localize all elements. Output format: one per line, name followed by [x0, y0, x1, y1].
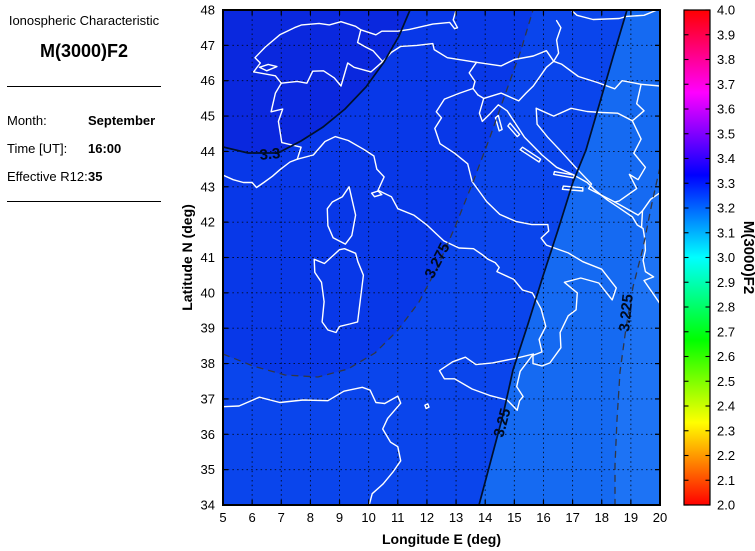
y-tick-labels: 34 35 36 37 38 39 40 41 42 43 44 45 46 47 48 — [201, 3, 215, 513]
zone-3.225-3.25 — [479, 10, 660, 505]
svg-text:14: 14 — [478, 510, 492, 525]
svg-text:17: 17 — [565, 510, 579, 525]
colorbar-ticks — [684, 9, 710, 506]
field-r12-value: 35 — [88, 169, 103, 184]
contour-label-3.3: 3.3 — [259, 145, 281, 164]
svg-text:18: 18 — [594, 510, 608, 525]
svg-text:3.2: 3.2 — [717, 201, 735, 216]
svg-text:3.7: 3.7 — [717, 77, 735, 92]
svg-text:2.7: 2.7 — [717, 324, 735, 339]
axis-ticks — [222, 9, 661, 506]
field-month: Month: September — [7, 113, 161, 128]
svg-text:4.0: 4.0 — [717, 3, 735, 18]
svg-text:16: 16 — [536, 510, 550, 525]
contour-line-3.25 — [478, 10, 628, 505]
svg-text:3.9: 3.9 — [717, 27, 735, 42]
svg-text:2.5: 2.5 — [717, 374, 735, 389]
svg-text:39: 39 — [201, 321, 215, 336]
x-tick-labels: 5 6 7 8 9 10 11 12 13 14 15 16 17 18 19 20 — [219, 510, 667, 525]
svg-text:34: 34 — [201, 498, 215, 513]
colorbar-title: M(3000)F2 — [740, 221, 755, 294]
field-r12: Effective R12:35 — [7, 169, 161, 184]
svg-text:37: 37 — [201, 391, 215, 406]
field-time-value: 16:00 — [88, 141, 122, 156]
svg-text:11: 11 — [391, 510, 405, 525]
svg-text:3.6: 3.6 — [717, 102, 735, 117]
svg-text:2.0: 2.0 — [717, 498, 735, 513]
svg-text:2.2: 2.2 — [717, 448, 735, 463]
info-panel: Ionospheric Characteristic M(3000)F2 Mon… — [7, 0, 161, 202]
field-month-label: Month: — [7, 113, 47, 128]
svg-text:35: 35 — [201, 462, 215, 477]
svg-text:7: 7 — [278, 510, 285, 525]
svg-text:45: 45 — [201, 109, 215, 124]
svg-text:2.1: 2.1 — [717, 473, 735, 488]
svg-text:2.6: 2.6 — [717, 349, 735, 364]
field-time: Time [UT]: 16:00 — [7, 141, 161, 156]
panel-subtitle: Ionospheric Characteristic — [8, 13, 160, 28]
field-time-label: Time [UT]: — [7, 141, 68, 156]
svg-text:36: 36 — [201, 427, 215, 442]
panel-title: M(3000)F2 — [39, 41, 129, 61]
svg-text:12: 12 — [420, 510, 434, 525]
svg-text:2.9: 2.9 — [717, 275, 735, 290]
svg-text:44: 44 — [201, 144, 215, 159]
svg-text:2.4: 2.4 — [717, 399, 735, 414]
svg-text:3.5: 3.5 — [717, 126, 735, 141]
svg-text:3.8: 3.8 — [717, 52, 735, 67]
svg-text:13: 13 — [449, 510, 463, 525]
zone-below-3.225 — [615, 167, 660, 505]
svg-text:19: 19 — [624, 510, 638, 525]
svg-text:2.8: 2.8 — [717, 300, 735, 315]
contour-label-3.25: 3.25 — [490, 407, 514, 440]
svg-text:3.3: 3.3 — [717, 176, 735, 191]
panel-fields: Month: September Time [UT]: 16:00 Effectiv… — [7, 113, 161, 184]
field-r12-label: Effective R12: — [7, 169, 88, 184]
svg-text:41: 41 — [201, 250, 215, 265]
panel-divider-top — [7, 86, 161, 87]
svg-text:15: 15 — [507, 510, 521, 525]
svg-text:20: 20 — [653, 510, 667, 525]
colorbar: 2.0 2.1 2.2 2.3 2.4 2.5 2.6 2.7 2.8 2.9 3.0 3.1 3.2 3… — [683, 3, 755, 513]
svg-text:5: 5 — [219, 510, 226, 525]
svg-text:40: 40 — [201, 285, 215, 300]
svg-text:6: 6 — [249, 510, 256, 525]
contour-line-3.3 — [223, 10, 411, 154]
y-axis-title: Latitude N (deg) — [179, 204, 195, 311]
contour-label-3.225: 3.225 — [616, 293, 637, 332]
panel-divider-bottom — [7, 201, 161, 202]
svg-text:46: 46 — [201, 73, 215, 88]
field-month-value: September — [88, 113, 156, 128]
svg-text:3.1: 3.1 — [717, 225, 735, 240]
contour-line-3.275 — [223, 10, 534, 378]
svg-text:47: 47 — [201, 38, 215, 53]
svg-text:3.0: 3.0 — [717, 250, 735, 265]
colorbar-tick-labels: 2.0 2.1 2.2 2.3 2.4 2.5 2.6 2.7 2.8 2.9 3.0 3.1 3.2 3… — [717, 3, 735, 513]
svg-text:38: 38 — [201, 356, 215, 371]
x-axis-title: Longitude E (deg) — [382, 531, 501, 547]
contour-line-3.225 — [614, 166, 660, 505]
svg-text:10: 10 — [361, 510, 375, 525]
svg-text:42: 42 — [201, 215, 215, 230]
zone-3.25-3.275 — [223, 10, 627, 505]
svg-text:2.3: 2.3 — [717, 423, 735, 438]
svg-text:9: 9 — [336, 510, 343, 525]
svg-text:8: 8 — [307, 510, 314, 525]
svg-text:43: 43 — [201, 179, 215, 194]
svg-text:3.4: 3.4 — [717, 151, 735, 166]
svg-text:48: 48 — [201, 3, 215, 18]
coastlines — [223, 10, 660, 505]
